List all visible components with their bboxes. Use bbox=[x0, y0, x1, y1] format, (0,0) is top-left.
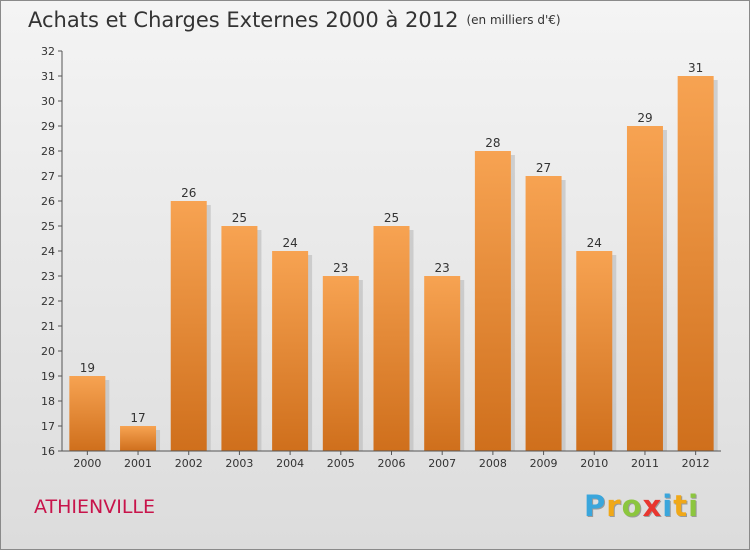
x-tick-labels: 2000 2001 2002 2003 2004 2005 2006 2007 2008 2009… bbox=[73, 457, 709, 470]
x-tick-label: 2001 bbox=[124, 457, 152, 470]
x-tick-label: 2000 bbox=[73, 457, 101, 470]
logo-letter: i bbox=[688, 489, 700, 523]
data-label: 23 bbox=[333, 261, 348, 275]
x-tick-label: 2009 bbox=[530, 457, 558, 470]
x-tick-label: 2012 bbox=[682, 457, 710, 470]
data-label: 24 bbox=[587, 236, 602, 250]
y-tick-label: 30 bbox=[41, 95, 55, 108]
y-tick-label: 21 bbox=[41, 320, 55, 333]
y-tick-label: 22 bbox=[41, 295, 55, 308]
data-label: 24 bbox=[282, 236, 297, 250]
y-tick-labels: 16 17 18 19 20 21 22 23 24 25 26 27 28 29 30 31 32 bbox=[41, 45, 55, 458]
data-label: 23 bbox=[435, 261, 450, 275]
axes bbox=[58, 50, 721, 455]
bar-2001 bbox=[120, 426, 157, 451]
data-label: 29 bbox=[637, 111, 652, 125]
data-label: 25 bbox=[232, 211, 247, 225]
x-tick-label: 2002 bbox=[175, 457, 203, 470]
y-tick-label: 28 bbox=[41, 145, 55, 158]
bar-2010 bbox=[576, 251, 613, 451]
bar-2005 bbox=[322, 276, 359, 451]
y-tick-label: 26 bbox=[41, 195, 55, 208]
data-label: 25 bbox=[384, 211, 399, 225]
logo-letter: r bbox=[606, 489, 622, 523]
data-label: 31 bbox=[688, 61, 703, 75]
data-label: 19 bbox=[80, 361, 95, 375]
bar-2002 bbox=[170, 201, 207, 451]
x-tick-label: 2004 bbox=[276, 457, 304, 470]
y-tick-label: 19 bbox=[41, 370, 55, 383]
x-tick-label: 2005 bbox=[327, 457, 355, 470]
chart-title-unit: (en milliers d'€) bbox=[466, 13, 561, 27]
bar-2012 bbox=[677, 76, 714, 451]
y-tick-label: 17 bbox=[41, 420, 55, 433]
y-tick-label: 18 bbox=[41, 395, 55, 408]
y-tick-label: 25 bbox=[41, 220, 55, 233]
bar-2009 bbox=[525, 176, 562, 451]
data-label: 27 bbox=[536, 161, 551, 175]
proxiti-logo: Proxiti bbox=[584, 489, 699, 523]
data-labels: 19 17 26 25 24 23 25 23 28 27 24 29 31 bbox=[80, 61, 704, 425]
x-tick-label: 2010 bbox=[580, 457, 608, 470]
y-tick-label: 29 bbox=[41, 120, 55, 133]
logo-letter: P bbox=[584, 489, 607, 523]
y-tick-label: 20 bbox=[41, 345, 55, 358]
data-label: 28 bbox=[485, 136, 500, 150]
bar-2007 bbox=[424, 276, 461, 451]
x-tick-label: 2006 bbox=[378, 457, 406, 470]
x-tick-label: 2011 bbox=[631, 457, 659, 470]
chart-title-main: Achats et Charges Externes 2000 à 2012 bbox=[28, 8, 459, 32]
bar-2008 bbox=[474, 151, 511, 451]
x-tick-label: 2003 bbox=[225, 457, 253, 470]
bar-2000 bbox=[69, 376, 106, 451]
bar-2003 bbox=[221, 226, 258, 451]
x-tick-label: 2008 bbox=[479, 457, 507, 470]
y-tick-label: 32 bbox=[41, 45, 55, 58]
y-tick-label: 27 bbox=[41, 170, 55, 183]
x-tick-label: 2007 bbox=[428, 457, 456, 470]
bar-2006 bbox=[373, 226, 410, 451]
y-tick-label: 23 bbox=[41, 270, 55, 283]
y-tick-label: 31 bbox=[41, 70, 55, 83]
data-label: 26 bbox=[181, 186, 196, 200]
logo-letter: o bbox=[621, 489, 643, 523]
bar-2004 bbox=[272, 251, 309, 451]
bar-2011 bbox=[626, 126, 663, 451]
logo-letter: x bbox=[642, 489, 663, 523]
data-label: 17 bbox=[130, 411, 145, 425]
logo-letter: i bbox=[662, 489, 674, 523]
city-name: ATHIENVILLE bbox=[34, 496, 156, 518]
y-tick-label: 16 bbox=[41, 445, 55, 458]
chart-title: Achats et Charges Externes 2000 à 2012 (e… bbox=[28, 8, 561, 32]
bars bbox=[69, 76, 714, 451]
logo-letter: t bbox=[673, 489, 689, 523]
y-tick-label: 24 bbox=[41, 245, 55, 258]
